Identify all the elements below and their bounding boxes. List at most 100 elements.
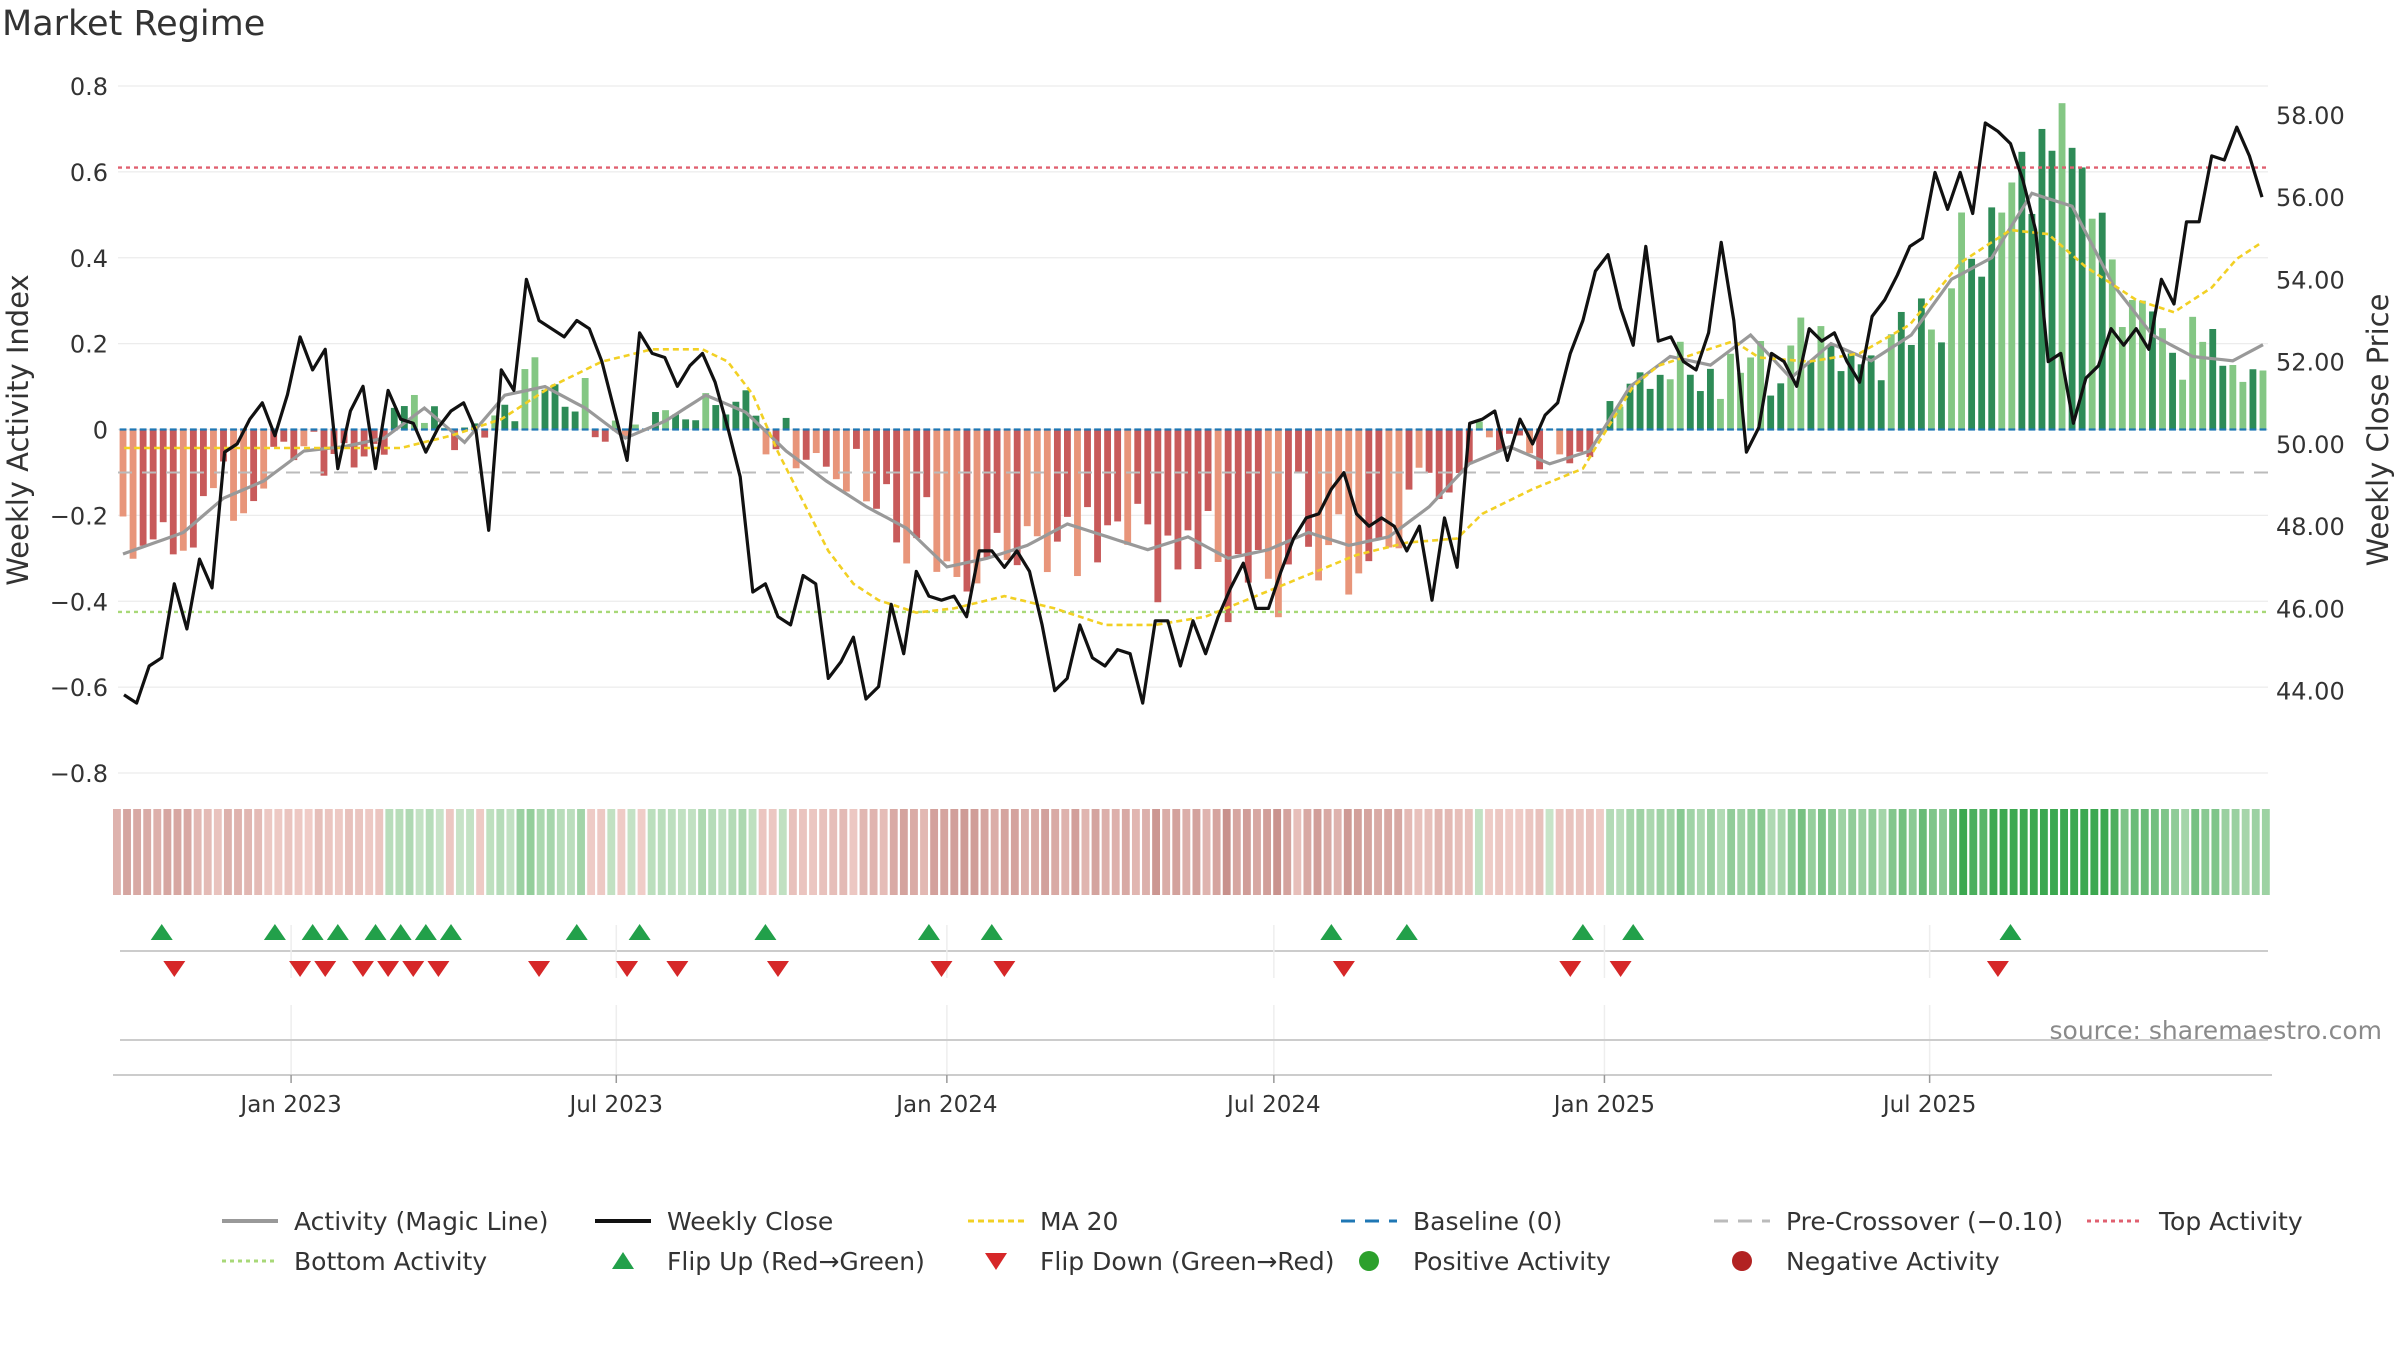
activity-bar bbox=[1506, 429, 1513, 434]
heat-cell bbox=[748, 809, 757, 895]
heat-cell bbox=[1626, 809, 1635, 895]
flip-down-marker bbox=[616, 961, 639, 977]
heat-cell bbox=[1273, 809, 1282, 895]
legend-flip-down: Flip Down (Green→Red) bbox=[966, 1247, 1339, 1276]
y-tick-label-left: 0 bbox=[93, 417, 108, 445]
activity-bar bbox=[581, 378, 589, 430]
heat-cell bbox=[1686, 809, 1695, 895]
heat-cell bbox=[244, 809, 253, 895]
heat-cell bbox=[1585, 809, 1594, 895]
activity-bar bbox=[983, 429, 991, 559]
heat-cell bbox=[2261, 809, 2270, 895]
activity-bar bbox=[451, 429, 458, 451]
y-tick-label-right: 58.00 bbox=[2276, 102, 2345, 130]
legend-top-activity: Top Activity bbox=[2085, 1207, 2400, 1236]
heat-cell bbox=[1333, 809, 1342, 895]
flip-down-marker bbox=[666, 961, 689, 977]
heat-cell bbox=[2090, 809, 2099, 895]
activity-bar bbox=[521, 369, 529, 430]
activity-bar bbox=[481, 429, 489, 438]
heat-cell bbox=[1454, 809, 1463, 895]
activity-bar bbox=[883, 429, 890, 485]
activity-bar bbox=[149, 429, 157, 540]
activity-bar bbox=[1425, 429, 1433, 473]
activity-bar bbox=[1124, 429, 1132, 545]
heat-cell bbox=[1323, 809, 1332, 895]
flip-up-marker bbox=[1999, 924, 2022, 940]
activity-bar bbox=[2058, 103, 2066, 430]
heat-cell bbox=[607, 809, 616, 895]
heat-cell bbox=[1525, 809, 1534, 895]
activity-bar bbox=[1325, 429, 1333, 546]
heat-cell bbox=[435, 809, 444, 895]
activity-bar bbox=[260, 429, 268, 489]
y-axis-title-right: Weekly Close Price bbox=[2361, 294, 2395, 567]
heat-cell bbox=[1293, 809, 1302, 895]
heat-cell bbox=[788, 809, 797, 895]
y-tick-label-left: 0.4 bbox=[70, 245, 108, 273]
activity-bar bbox=[1465, 429, 1473, 465]
heat-cell bbox=[1535, 809, 1544, 895]
activity-bar bbox=[2128, 299, 2136, 430]
heat-cell bbox=[264, 809, 273, 895]
heat-cell bbox=[577, 809, 585, 895]
flip-down-marker bbox=[1986, 961, 2009, 977]
heat-cell bbox=[869, 809, 878, 895]
activity-bar bbox=[250, 429, 258, 502]
heat-cell bbox=[1797, 809, 1806, 895]
activity-bar bbox=[1385, 429, 1393, 548]
heat-cell bbox=[445, 809, 454, 895]
heat-cell bbox=[133, 809, 142, 895]
activity-bar bbox=[2179, 379, 2187, 430]
activity-bars bbox=[119, 103, 2267, 623]
heat-cell bbox=[839, 809, 848, 895]
heat-cell bbox=[1394, 809, 1403, 895]
heat-cell bbox=[1979, 809, 1988, 895]
activity-bar bbox=[1154, 429, 1162, 603]
activity-bar bbox=[1968, 258, 1976, 430]
chart-title: Market Regime bbox=[2, 4, 266, 44]
activity-bar bbox=[1254, 429, 1262, 550]
activity-bar bbox=[1536, 429, 1544, 470]
activity-bar bbox=[1636, 372, 1644, 430]
activity-bar bbox=[1164, 429, 1172, 536]
heat-cell bbox=[2130, 809, 2139, 895]
heat-cell bbox=[1142, 809, 1150, 895]
flip-up-marker bbox=[414, 924, 437, 940]
y-tick-label-left: −0.4 bbox=[50, 588, 108, 616]
heat-cell bbox=[254, 809, 263, 895]
y-tick-label-left: −0.8 bbox=[50, 760, 108, 788]
x-tick-label: Jul 2023 bbox=[567, 1092, 663, 1118]
heat-cell bbox=[1384, 809, 1393, 895]
heat-cell bbox=[1777, 809, 1786, 895]
heat-cell bbox=[1767, 809, 1776, 895]
activity-bar bbox=[1445, 429, 1453, 493]
legend: Activity (Magic Line) Weekly Close MA 20… bbox=[220, 1207, 2320, 1276]
flip-down-marker bbox=[528, 961, 551, 977]
activity-bar bbox=[812, 429, 820, 454]
heat-cell bbox=[294, 809, 303, 895]
activity-bar bbox=[1485, 429, 1493, 438]
activity-bar bbox=[1244, 429, 1252, 583]
activity-bar bbox=[531, 357, 539, 430]
heat-cell bbox=[2009, 809, 2018, 895]
activity-bar bbox=[280, 429, 288, 442]
regime-heat-strip bbox=[113, 809, 2270, 895]
heat-cell bbox=[546, 809, 555, 895]
heat-cell bbox=[2110, 809, 2119, 895]
activity-bar bbox=[1084, 429, 1091, 508]
flip-down-marker bbox=[1609, 961, 1632, 977]
activity-bar bbox=[993, 429, 1001, 533]
activity-bar bbox=[631, 424, 639, 430]
activity-bar bbox=[2239, 381, 2247, 430]
heat-cell bbox=[203, 809, 212, 895]
activity-bar bbox=[1043, 429, 1051, 573]
heat-cell bbox=[1374, 809, 1382, 895]
activity-bar bbox=[320, 429, 328, 476]
activity-bar bbox=[2199, 341, 2207, 430]
heat-cell bbox=[587, 809, 596, 895]
heat-cell bbox=[1818, 809, 1826, 895]
activity-bar bbox=[923, 429, 931, 498]
activity-bar bbox=[1887, 334, 1895, 430]
